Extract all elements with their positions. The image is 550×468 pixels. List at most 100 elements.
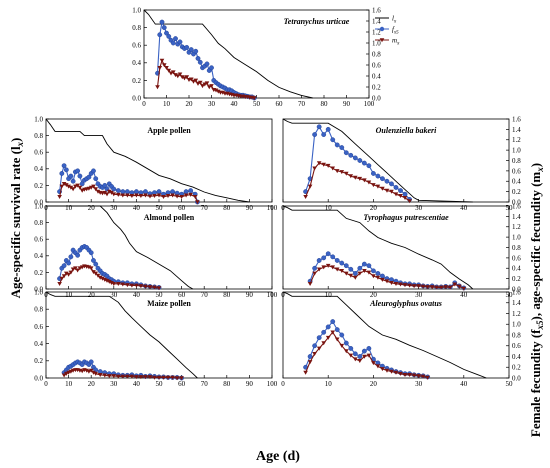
x-tick-label: 30 bbox=[110, 204, 118, 212]
point-fx5 bbox=[334, 142, 340, 148]
point-mx bbox=[321, 265, 326, 270]
point-mx bbox=[64, 183, 69, 188]
point-mx bbox=[398, 282, 403, 287]
y-tick-label-left: 0.0 bbox=[34, 198, 43, 206]
point-mx bbox=[91, 270, 96, 275]
point-mx bbox=[353, 275, 358, 280]
point-mx bbox=[147, 194, 153, 199]
y-tick-label-right: 1.2 bbox=[512, 136, 521, 144]
y-tick-label-left: 0.2 bbox=[34, 357, 43, 365]
point-mx bbox=[200, 84, 205, 89]
point-fx5 bbox=[188, 188, 194, 193]
point-mx bbox=[348, 273, 354, 278]
point-mx bbox=[174, 376, 180, 381]
point-fx5 bbox=[375, 271, 381, 276]
point-mx bbox=[152, 375, 157, 380]
y-tick-label-left: 0.2 bbox=[132, 77, 141, 85]
point-fx5 bbox=[59, 171, 65, 176]
point-mx bbox=[147, 375, 153, 380]
point-mx bbox=[366, 353, 372, 358]
y-tick-label-right: 0.2 bbox=[512, 188, 521, 196]
x-tick-label: 40 bbox=[460, 291, 468, 299]
series-line-lx bbox=[282, 291, 487, 379]
point-mx bbox=[339, 269, 345, 273]
point-fx5 bbox=[195, 56, 201, 61]
point-fx5 bbox=[91, 168, 96, 174]
point-mx bbox=[86, 186, 92, 191]
point-fx5 bbox=[370, 268, 376, 274]
point-mx bbox=[159, 58, 165, 63]
legend-label-mx: mx bbox=[392, 37, 400, 47]
point-mx bbox=[195, 81, 201, 86]
x-tick-label: 60 bbox=[178, 204, 186, 212]
y-tick-label-left: 0.0 bbox=[34, 374, 43, 382]
point-mx bbox=[173, 73, 178, 78]
point-mx bbox=[68, 270, 74, 275]
point-fx5 bbox=[170, 189, 175, 195]
point-mx bbox=[168, 71, 174, 76]
point-mx bbox=[102, 373, 108, 378]
x-tick-label: 30 bbox=[415, 291, 423, 299]
x-tick-label: 40 bbox=[133, 204, 141, 212]
point-mx bbox=[330, 166, 335, 171]
series-line-lx bbox=[46, 205, 194, 290]
point-fx5 bbox=[339, 260, 345, 266]
y-tick-label-right: 0.4 bbox=[512, 265, 521, 273]
point-mx bbox=[307, 282, 313, 286]
x-tick-label: 90 bbox=[246, 204, 254, 212]
x-tick-label: 50 bbox=[156, 291, 164, 299]
point-mx bbox=[116, 282, 121, 286]
point-mx bbox=[59, 184, 65, 189]
point-mx bbox=[411, 373, 417, 378]
point-mx bbox=[344, 349, 349, 354]
point-fx5 bbox=[343, 150, 349, 156]
x-tick-label: 10 bbox=[325, 291, 333, 299]
point-mx bbox=[109, 190, 114, 195]
point-mx bbox=[107, 374, 112, 379]
y-tick-label-right: 0.0 bbox=[372, 94, 381, 102]
y-tick-label-left: 0.2 bbox=[34, 182, 43, 190]
legend-label-lx: lx bbox=[392, 15, 397, 25]
y-tick-label-right: 0.2 bbox=[512, 364, 521, 372]
point-fx5 bbox=[61, 163, 67, 169]
point-fx5 bbox=[339, 332, 345, 338]
point-mx bbox=[334, 267, 340, 272]
point-mx bbox=[152, 285, 157, 290]
point-mx bbox=[97, 373, 103, 377]
point-mx bbox=[420, 284, 426, 289]
point-mx bbox=[70, 187, 76, 192]
legend-label-fx5: fx5 bbox=[392, 26, 399, 36]
point-mx bbox=[125, 193, 130, 198]
point-mx bbox=[420, 374, 426, 379]
point-mx bbox=[366, 270, 372, 275]
point-fx5 bbox=[133, 189, 139, 195]
x-tick-label: 50 bbox=[253, 100, 261, 108]
series-line-lx bbox=[45, 291, 198, 379]
point-mx bbox=[183, 193, 189, 198]
panel-title: Apple pollen bbox=[147, 126, 191, 135]
point-fx5 bbox=[366, 346, 372, 351]
point-mx bbox=[179, 195, 184, 199]
point-mx bbox=[447, 285, 453, 290]
point-fx5 bbox=[79, 181, 85, 187]
point-mx bbox=[182, 76, 187, 81]
y-tick-label-right: 1.2 bbox=[512, 223, 521, 231]
point-mx bbox=[339, 170, 345, 175]
point-mx bbox=[161, 195, 166, 199]
point-fx5 bbox=[343, 340, 349, 346]
y-tick-label-left: 0.6 bbox=[34, 323, 43, 331]
point-mx bbox=[143, 284, 148, 289]
point-fx5 bbox=[339, 145, 345, 150]
point-fx5 bbox=[316, 335, 322, 341]
y-tick-label-left: 0.0 bbox=[132, 94, 141, 102]
point-mx bbox=[452, 282, 458, 287]
x-tick-label: 10 bbox=[65, 380, 73, 388]
point-mx bbox=[116, 192, 121, 197]
chart-panel: 0 10 20 30 40 500.00.20.40.60.81.01.21.41.6Ou… bbox=[281, 115, 521, 212]
x-tick-label: 50 bbox=[156, 204, 164, 212]
point-mx bbox=[59, 276, 65, 281]
x-tick-label: 70 bbox=[201, 291, 209, 299]
point-mx bbox=[371, 183, 376, 188]
point-fx5 bbox=[366, 263, 372, 269]
point-mx bbox=[316, 161, 322, 166]
